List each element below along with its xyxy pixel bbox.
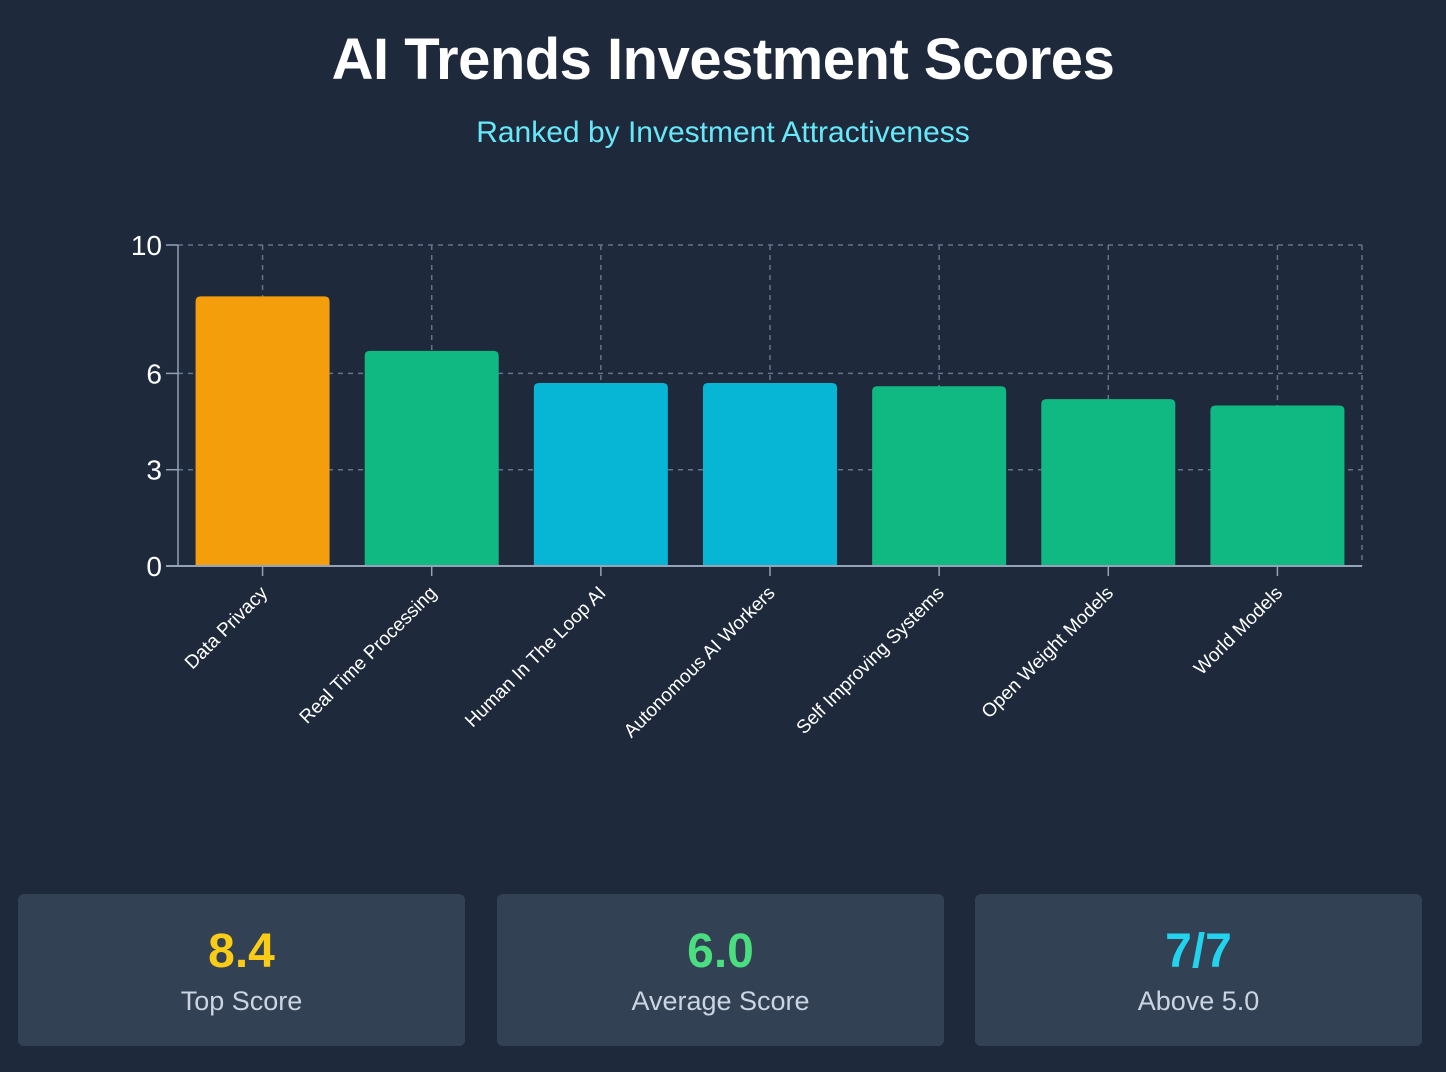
y-tick-label: 10 bbox=[131, 230, 162, 261]
x-tick-label: Autonomous AI Workers bbox=[620, 583, 779, 742]
y-tick-label: 0 bbox=[146, 551, 162, 582]
bar-autonomous-ai-workers bbox=[703, 383, 837, 566]
chart-subtitle: Ranked by Investment Attractiveness bbox=[476, 116, 970, 149]
stat-card-average-score: 6.0 Average Score bbox=[497, 894, 944, 1046]
stat-card-top-score: 8.4 Top Score bbox=[18, 894, 465, 1046]
y-tick-label: 3 bbox=[146, 455, 162, 486]
stat-value: 7/7 bbox=[1165, 925, 1232, 978]
bars bbox=[195, 296, 1345, 566]
stat-value: 8.4 bbox=[208, 925, 275, 978]
bar-world-models bbox=[1210, 405, 1345, 566]
x-tick-label: Data Privacy bbox=[181, 582, 272, 673]
bar-self-improving-systems bbox=[872, 386, 1007, 566]
stat-label: Above 5.0 bbox=[1137, 986, 1260, 1016]
bar-chart: 0 3 6 10 Data Privacy Real Time Processing Hum… bbox=[131, 230, 1363, 742]
stat-label: Average Score bbox=[631, 986, 810, 1016]
y-tick-label: 6 bbox=[146, 358, 162, 389]
stat-label: Top Score bbox=[180, 986, 303, 1016]
x-tick-label: Open Weight Models bbox=[978, 583, 1118, 723]
bar-human-in-the-loop-ai bbox=[533, 383, 668, 566]
x-tick-label: World Models bbox=[1190, 583, 1287, 680]
stat-cards: 8.4 Top Score 6.0 Average Score 7/7 Abov… bbox=[18, 894, 1422, 1046]
stat-value: 6.0 bbox=[687, 925, 754, 978]
axes bbox=[166, 244, 1362, 576]
bar-real-time-processing bbox=[364, 350, 499, 566]
stat-card-above-five: 7/7 Above 5.0 bbox=[975, 894, 1422, 1046]
x-tick-label: Real Time Processing bbox=[296, 583, 442, 729]
chart-title: AI Trends Investment Scores bbox=[331, 27, 1115, 92]
x-tick-label: Self Improving Systems bbox=[793, 583, 949, 739]
bar-open-weight-models bbox=[1041, 399, 1176, 566]
bar-data-privacy bbox=[195, 296, 330, 566]
x-tick-label: Human In The Loop AI bbox=[461, 583, 610, 732]
